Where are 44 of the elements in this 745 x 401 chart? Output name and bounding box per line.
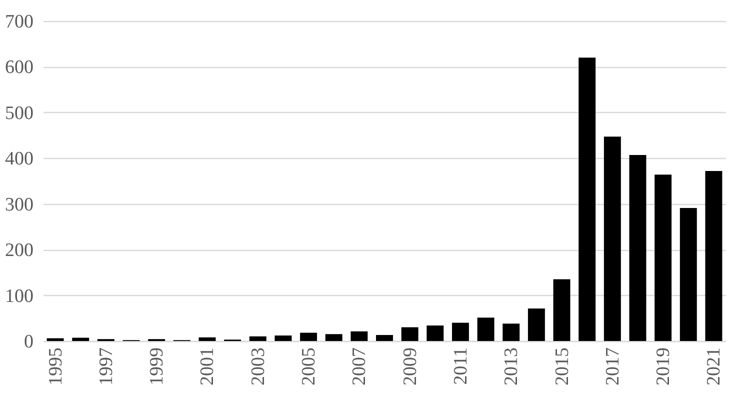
x-tick-label: 2005	[298, 348, 320, 386]
x-tick-label: 2019	[653, 348, 674, 386]
bar	[274, 336, 292, 341]
bar	[401, 327, 418, 341]
x-tick-label: 1997	[96, 348, 117, 386]
x-tick-label: 2013	[501, 348, 522, 386]
bar	[452, 322, 469, 341]
y-tick-label: 300	[5, 194, 34, 216]
x-tick-label: 2003	[248, 348, 269, 386]
bar	[705, 170, 722, 341]
bar	[350, 331, 368, 341]
bar	[46, 338, 64, 341]
x-tick-label: 1999	[146, 348, 168, 386]
y-tick-label: 100	[5, 286, 34, 307]
y-tick-label: 600	[5, 57, 34, 78]
bar	[300, 332, 318, 341]
bar	[528, 308, 545, 341]
x-tick-label: 2021	[704, 348, 725, 386]
bar	[426, 325, 444, 341]
x-tick-label: 2011	[450, 348, 472, 385]
x-tick-label: 2015	[552, 348, 573, 386]
y-tick-label: 0	[24, 332, 34, 352]
y-tick-label: 500	[5, 102, 34, 124]
bar	[477, 318, 494, 341]
x-tick-label: 2009	[400, 348, 421, 386]
y-tick-label: 200	[5, 240, 34, 262]
bar	[578, 58, 596, 341]
x-tick-label: 2017	[602, 348, 624, 386]
bar	[680, 208, 697, 341]
x-tick-label: 1995	[45, 348, 66, 386]
x-tick-label: 2001	[197, 348, 218, 386]
y-tick-label: 400	[5, 148, 34, 170]
bar	[376, 335, 393, 341]
bar	[72, 338, 90, 341]
bar	[604, 136, 621, 341]
bar	[249, 336, 266, 341]
bar	[502, 324, 520, 341]
bar	[325, 334, 342, 341]
bar	[629, 154, 646, 341]
y-tick-label: 700	[5, 12, 34, 32]
bar	[198, 337, 216, 341]
x-tick-label: 2007	[349, 348, 370, 386]
bar	[553, 279, 570, 341]
bar	[654, 174, 672, 341]
